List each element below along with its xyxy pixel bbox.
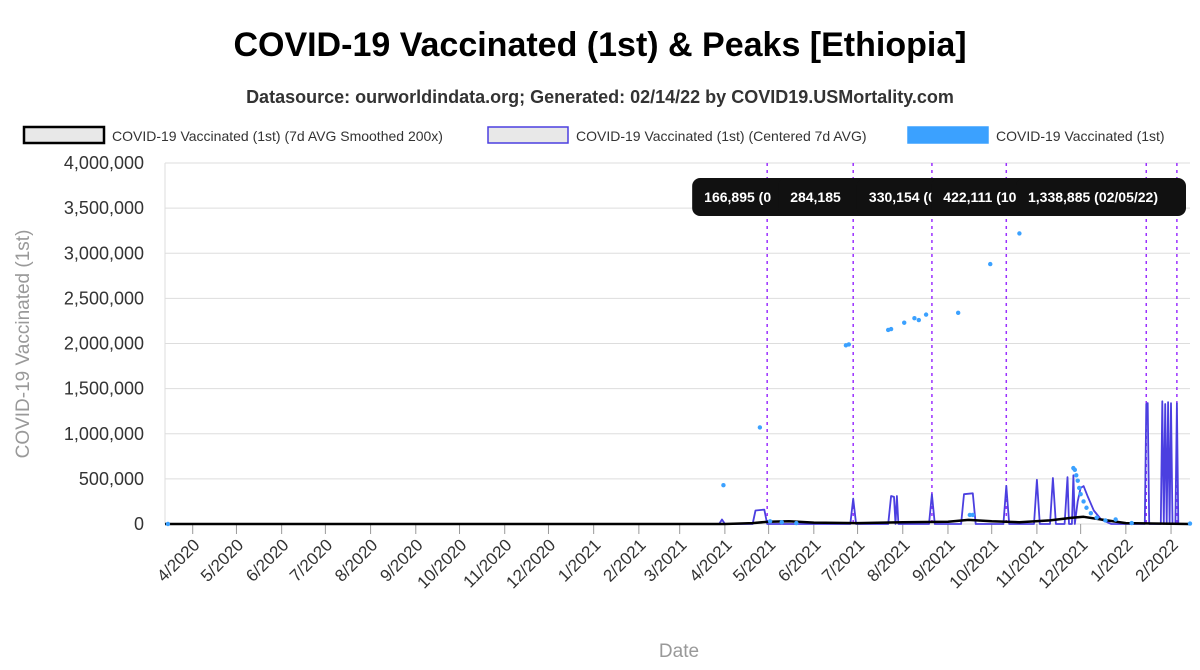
data-point xyxy=(923,312,929,317)
data-point xyxy=(757,425,763,430)
x-tick-label: 6/2021 xyxy=(774,535,824,585)
x-tick-label: 1/2021 xyxy=(554,535,604,585)
y-tick-label: 2,500,000 xyxy=(64,288,144,308)
y-tick-label: 4,000,000 xyxy=(64,153,144,173)
tooltip-text: 1,338,885 (02/05/22) xyxy=(1028,189,1158,205)
data-point xyxy=(1187,521,1193,526)
chart-subtitle: Datasource: ourworldindata.org; Generate… xyxy=(246,87,954,107)
data-point xyxy=(1081,499,1086,504)
data-point xyxy=(1088,510,1094,516)
x-axis-ticks: 4/20205/20206/20207/20208/20209/202010/2… xyxy=(153,524,1182,592)
tooltip-text: 422,111 (10/ xyxy=(943,189,1020,205)
tooltip-box xyxy=(1016,178,1186,216)
legend-label: COVID-19 Vaccinated (1st) (Centered 7d A… xyxy=(576,128,867,144)
data-point xyxy=(779,519,784,525)
data-point xyxy=(912,316,917,321)
y-tick-label: 3,000,000 xyxy=(64,243,144,263)
x-tick-label: 12/2021 xyxy=(1035,535,1092,592)
data-point xyxy=(767,519,773,524)
data-point xyxy=(165,521,171,527)
series-line xyxy=(165,515,1191,526)
data-point xyxy=(1084,505,1089,510)
data-point xyxy=(1072,467,1078,473)
x-tick-label: 8/2021 xyxy=(863,535,913,585)
tooltip-text: 284,185 xyxy=(790,189,841,205)
y-tick-label: 2,000,000 xyxy=(64,334,144,354)
data-point xyxy=(1075,478,1080,483)
data-point xyxy=(1129,520,1134,526)
data-point xyxy=(1076,485,1082,491)
x-tick-label: 5/2021 xyxy=(729,535,779,585)
peak-tooltip: 1,338,885 (02/05/22) xyxy=(1016,178,1186,216)
data-point xyxy=(1017,231,1022,236)
peak-tooltips: 166,895 (0 284,185 330,154 (0 422,111 (10/1… xyxy=(692,178,1186,216)
x-axis-label: Date xyxy=(659,641,699,662)
data-point xyxy=(794,520,799,526)
x-tick-label: 10/2020 xyxy=(413,535,470,592)
x-tick-label: 1/2022 xyxy=(1086,535,1136,585)
legend-item[interactable]: COVID-19 Vaccinated (1st) (7d AVG Smooth… xyxy=(22,125,443,145)
data-point xyxy=(1103,518,1108,523)
y-tick-label: 3,500,000 xyxy=(64,198,144,218)
data-point xyxy=(1074,473,1079,478)
data-point xyxy=(1113,517,1118,522)
legend-item[interactable]: COVID-19 Vaccinated (1st) (Centered 7d A… xyxy=(487,126,867,144)
chart-title: COVID-19 Vaccinated (1st) & Peaks [Ethio… xyxy=(233,26,966,64)
legend-label: COVID-19 Vaccinated (1st) (7d AVG Smooth… xyxy=(112,128,443,144)
x-tick-label: 10/2021 xyxy=(946,535,1003,592)
y-axis-ticks: 0 500,000 1,000,000 1,500,000 2,000,000 2,500… xyxy=(64,153,144,534)
legend-label: COVID-19 Vaccinated (1st) xyxy=(996,128,1165,144)
data-point xyxy=(846,342,852,347)
x-tick-label: 8/2020 xyxy=(331,535,381,585)
y-axis-label: COVID-19 Vaccinated (1st) xyxy=(13,230,34,459)
x-tick-label: 7/2021 xyxy=(818,535,868,585)
x-tick-label: 4/2020 xyxy=(153,535,203,585)
data-point xyxy=(916,317,922,323)
legend-item[interactable]: COVID-19 Vaccinated (1st) xyxy=(907,126,1165,144)
x-tick-label: 4/2021 xyxy=(686,535,736,585)
x-tick-label: 3/2021 xyxy=(640,535,690,585)
tooltip-text: 330,154 (0 xyxy=(869,189,936,205)
legend-swatch xyxy=(487,126,569,144)
x-tick-label: 6/2020 xyxy=(242,535,292,585)
y-tick-label: 1,000,000 xyxy=(64,424,144,444)
data-point xyxy=(888,326,894,332)
x-tick-label: 12/2020 xyxy=(502,535,559,592)
y-tick-label: 1,500,000 xyxy=(64,379,144,399)
data-point xyxy=(721,482,726,488)
legend: COVID-19 Vaccinated (1st) (7d AVG Smooth… xyxy=(22,125,1165,145)
data-point xyxy=(955,310,961,316)
y-tick-label: 500,000 xyxy=(79,469,144,489)
grid-lines xyxy=(164,162,1190,525)
x-tick-label: 2/2022 xyxy=(1132,535,1182,585)
data-point xyxy=(1078,492,1083,497)
tooltip-text: 166,895 (0 xyxy=(704,189,771,205)
series-group xyxy=(165,231,1193,527)
data-point xyxy=(902,320,907,325)
data-point xyxy=(970,512,975,518)
y-tick-label: 0 xyxy=(134,514,144,534)
x-tick-label: 7/2020 xyxy=(286,535,336,585)
legend-swatch xyxy=(22,125,106,145)
data-point xyxy=(1094,515,1099,520)
data-point xyxy=(988,261,993,267)
x-tick-label: 5/2020 xyxy=(197,535,247,585)
legend-swatch xyxy=(907,126,989,144)
x-tick-label: 2/2021 xyxy=(599,535,649,585)
series-line xyxy=(165,400,1190,525)
